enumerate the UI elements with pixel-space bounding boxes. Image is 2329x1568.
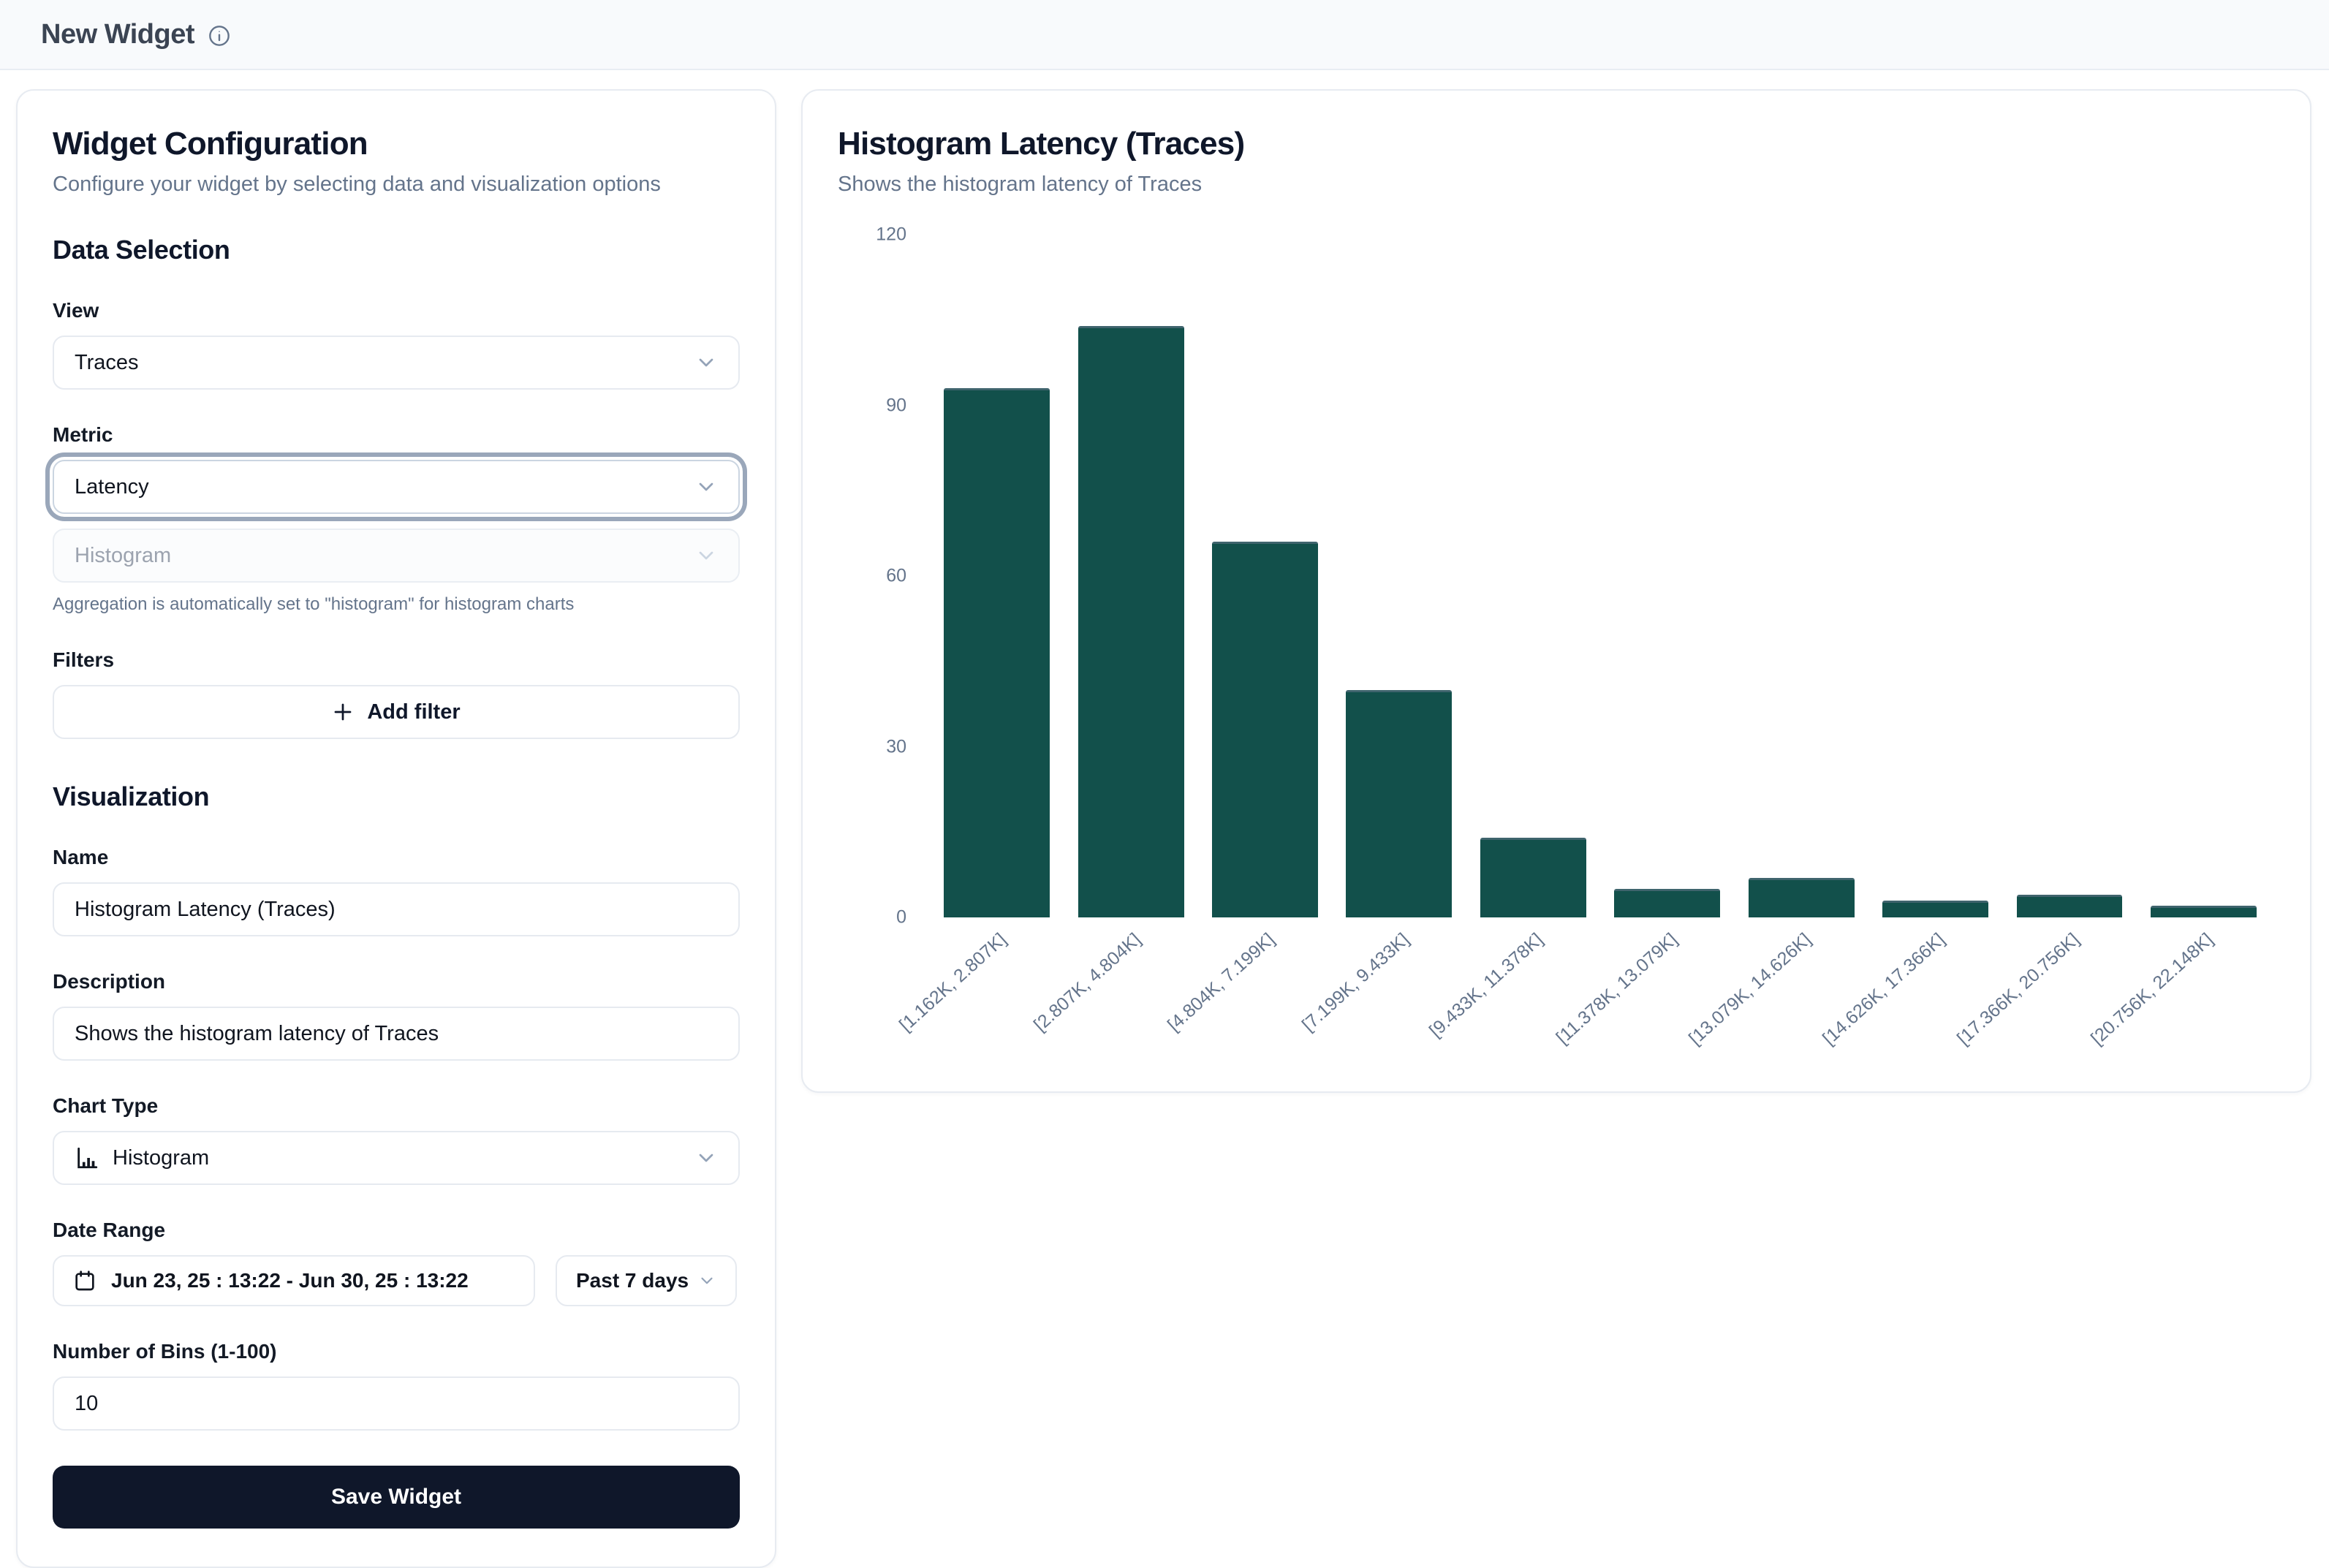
view-select-value: Traces xyxy=(75,350,139,374)
histogram-bar[interactable] xyxy=(1212,542,1318,917)
y-tick-label: 60 xyxy=(886,565,906,586)
chevron-down-icon xyxy=(694,544,718,567)
date-preset-dropdown[interactable]: Past 7 days xyxy=(556,1255,738,1306)
histogram-bar[interactable] xyxy=(2150,906,2257,917)
description-field: Description xyxy=(53,970,740,1061)
date-range-field: Date Range Jun 23, 25 : 13:22 - Jun 30, … xyxy=(53,1219,740,1306)
main-content: Widget Configuration Configure your widg… xyxy=(0,70,2329,1568)
description-label: Description xyxy=(53,970,166,993)
date-range-button[interactable]: Jun 23, 25 : 13:22 - Jun 30, 25 : 13:22 xyxy=(53,1255,535,1306)
chart-title: Histogram Latency (Traces) xyxy=(838,126,1245,162)
bar-slot xyxy=(1868,235,2002,917)
filters-label: Filters xyxy=(53,648,115,671)
histogram-bar[interactable] xyxy=(1882,900,1988,917)
histogram-chart: 0 30 60 90 120 [1.162K, 2.807K] [2.807K, 4.80… xyxy=(838,224,2275,1056)
y-tick-label: 120 xyxy=(876,224,906,245)
x-tick-slot: [20.756K, 22.148K] xyxy=(2087,917,2271,1056)
save-widget-button[interactable]: Save Widget xyxy=(53,1466,740,1529)
page-title: New Widget xyxy=(41,18,195,50)
info-icon[interactable] xyxy=(208,24,231,48)
bins-label: Number of Bins (1-100) xyxy=(53,1340,277,1363)
bar-slot xyxy=(2137,235,2271,917)
bar-slot xyxy=(2002,235,2136,917)
y-tick-label: 0 xyxy=(896,906,906,928)
histogram-bar[interactable] xyxy=(1614,889,1721,917)
histogram-chart-icon xyxy=(75,1145,99,1170)
date-preset-value: Past 7 days xyxy=(576,1269,689,1292)
bar-slot xyxy=(1064,235,1197,917)
add-filter-button[interactable]: Add filter xyxy=(53,685,740,739)
chart-type-select[interactable]: Histogram xyxy=(53,1131,740,1185)
view-field: View Traces xyxy=(53,299,740,390)
histogram-bar[interactable] xyxy=(2016,894,2123,917)
bar-slot xyxy=(930,235,1064,917)
filters-field: Filters Add filter xyxy=(53,648,740,739)
aggregation-select-value: Histogram xyxy=(75,543,172,567)
metric-select-value: Latency xyxy=(75,474,149,499)
bar-slot xyxy=(1466,235,1600,917)
chart-type-value: Histogram xyxy=(113,1145,210,1170)
chevron-down-icon xyxy=(694,351,718,374)
name-field: Name xyxy=(53,846,740,936)
chart-type-label: Chart Type xyxy=(53,1094,159,1117)
chart-type-field: Chart Type Histogram xyxy=(53,1094,740,1185)
histogram-bar[interactable] xyxy=(1748,877,1855,917)
metric-label: Metric xyxy=(53,423,113,446)
metric-field: Metric Latency Histogram Aggregation is … xyxy=(53,423,740,615)
bar-slot xyxy=(1198,235,1332,917)
section-visualization: Visualization xyxy=(53,781,210,811)
config-subtitle: Configure your widget by selecting data … xyxy=(53,173,661,196)
x-axis: [1.162K, 2.807K] [2.807K, 4.804K] [4.804K,… xyxy=(895,917,2275,1056)
add-filter-label: Add filter xyxy=(367,700,461,724)
app-header: New Widget xyxy=(0,0,2329,70)
chart-panel: Histogram Latency (Traces) Shows the his… xyxy=(801,89,2311,1093)
section-data-selection: Data Selection xyxy=(53,235,230,265)
x-tick-label: [1.162K, 2.807K] xyxy=(895,929,1011,1036)
calendar-icon xyxy=(73,1269,96,1292)
date-range-value: Jun 23, 25 : 13:22 - Jun 30, 25 : 13:22 xyxy=(111,1269,469,1292)
description-input[interactable] xyxy=(53,1007,740,1061)
histogram-bar[interactable] xyxy=(1480,838,1586,917)
chevron-down-icon xyxy=(694,475,718,499)
bins-field: Number of Bins (1-100) xyxy=(53,1340,740,1431)
histogram-bar[interactable] xyxy=(1346,689,1453,917)
chart-subtitle: Shows the histogram latency of Traces xyxy=(838,173,1203,196)
name-label: Name xyxy=(53,846,109,868)
plus-icon xyxy=(332,701,354,723)
bar-slot xyxy=(1600,235,1734,917)
chevron-down-icon xyxy=(697,1271,716,1290)
y-tick-label: 90 xyxy=(886,395,906,415)
metric-select[interactable]: Latency xyxy=(53,460,740,514)
bar-slot xyxy=(1332,235,1466,917)
chevron-down-icon xyxy=(694,1146,718,1170)
date-range-label: Date Range xyxy=(53,1219,166,1241)
aggregation-helper-text: Aggregation is automatically set to "his… xyxy=(53,594,575,614)
histogram-bar[interactable] xyxy=(944,388,1050,917)
view-select[interactable]: Traces xyxy=(53,336,740,390)
name-input[interactable] xyxy=(53,882,740,936)
bins-input[interactable] xyxy=(53,1376,740,1431)
histogram-bar[interactable] xyxy=(1078,325,1184,917)
aggregation-select: Histogram xyxy=(53,529,740,583)
widget-configuration-panel: Widget Configuration Configure your widg… xyxy=(16,89,776,1568)
config-title: Widget Configuration xyxy=(53,126,368,162)
bar-slot xyxy=(1734,235,1868,917)
y-axis: 0 30 60 90 120 xyxy=(838,224,925,928)
view-label: View xyxy=(53,299,99,322)
plot-area xyxy=(925,235,2275,917)
y-tick-label: 30 xyxy=(886,736,906,757)
chart-main: [1.162K, 2.807K] [2.807K, 4.804K] [4.804K,… xyxy=(895,235,2275,1056)
